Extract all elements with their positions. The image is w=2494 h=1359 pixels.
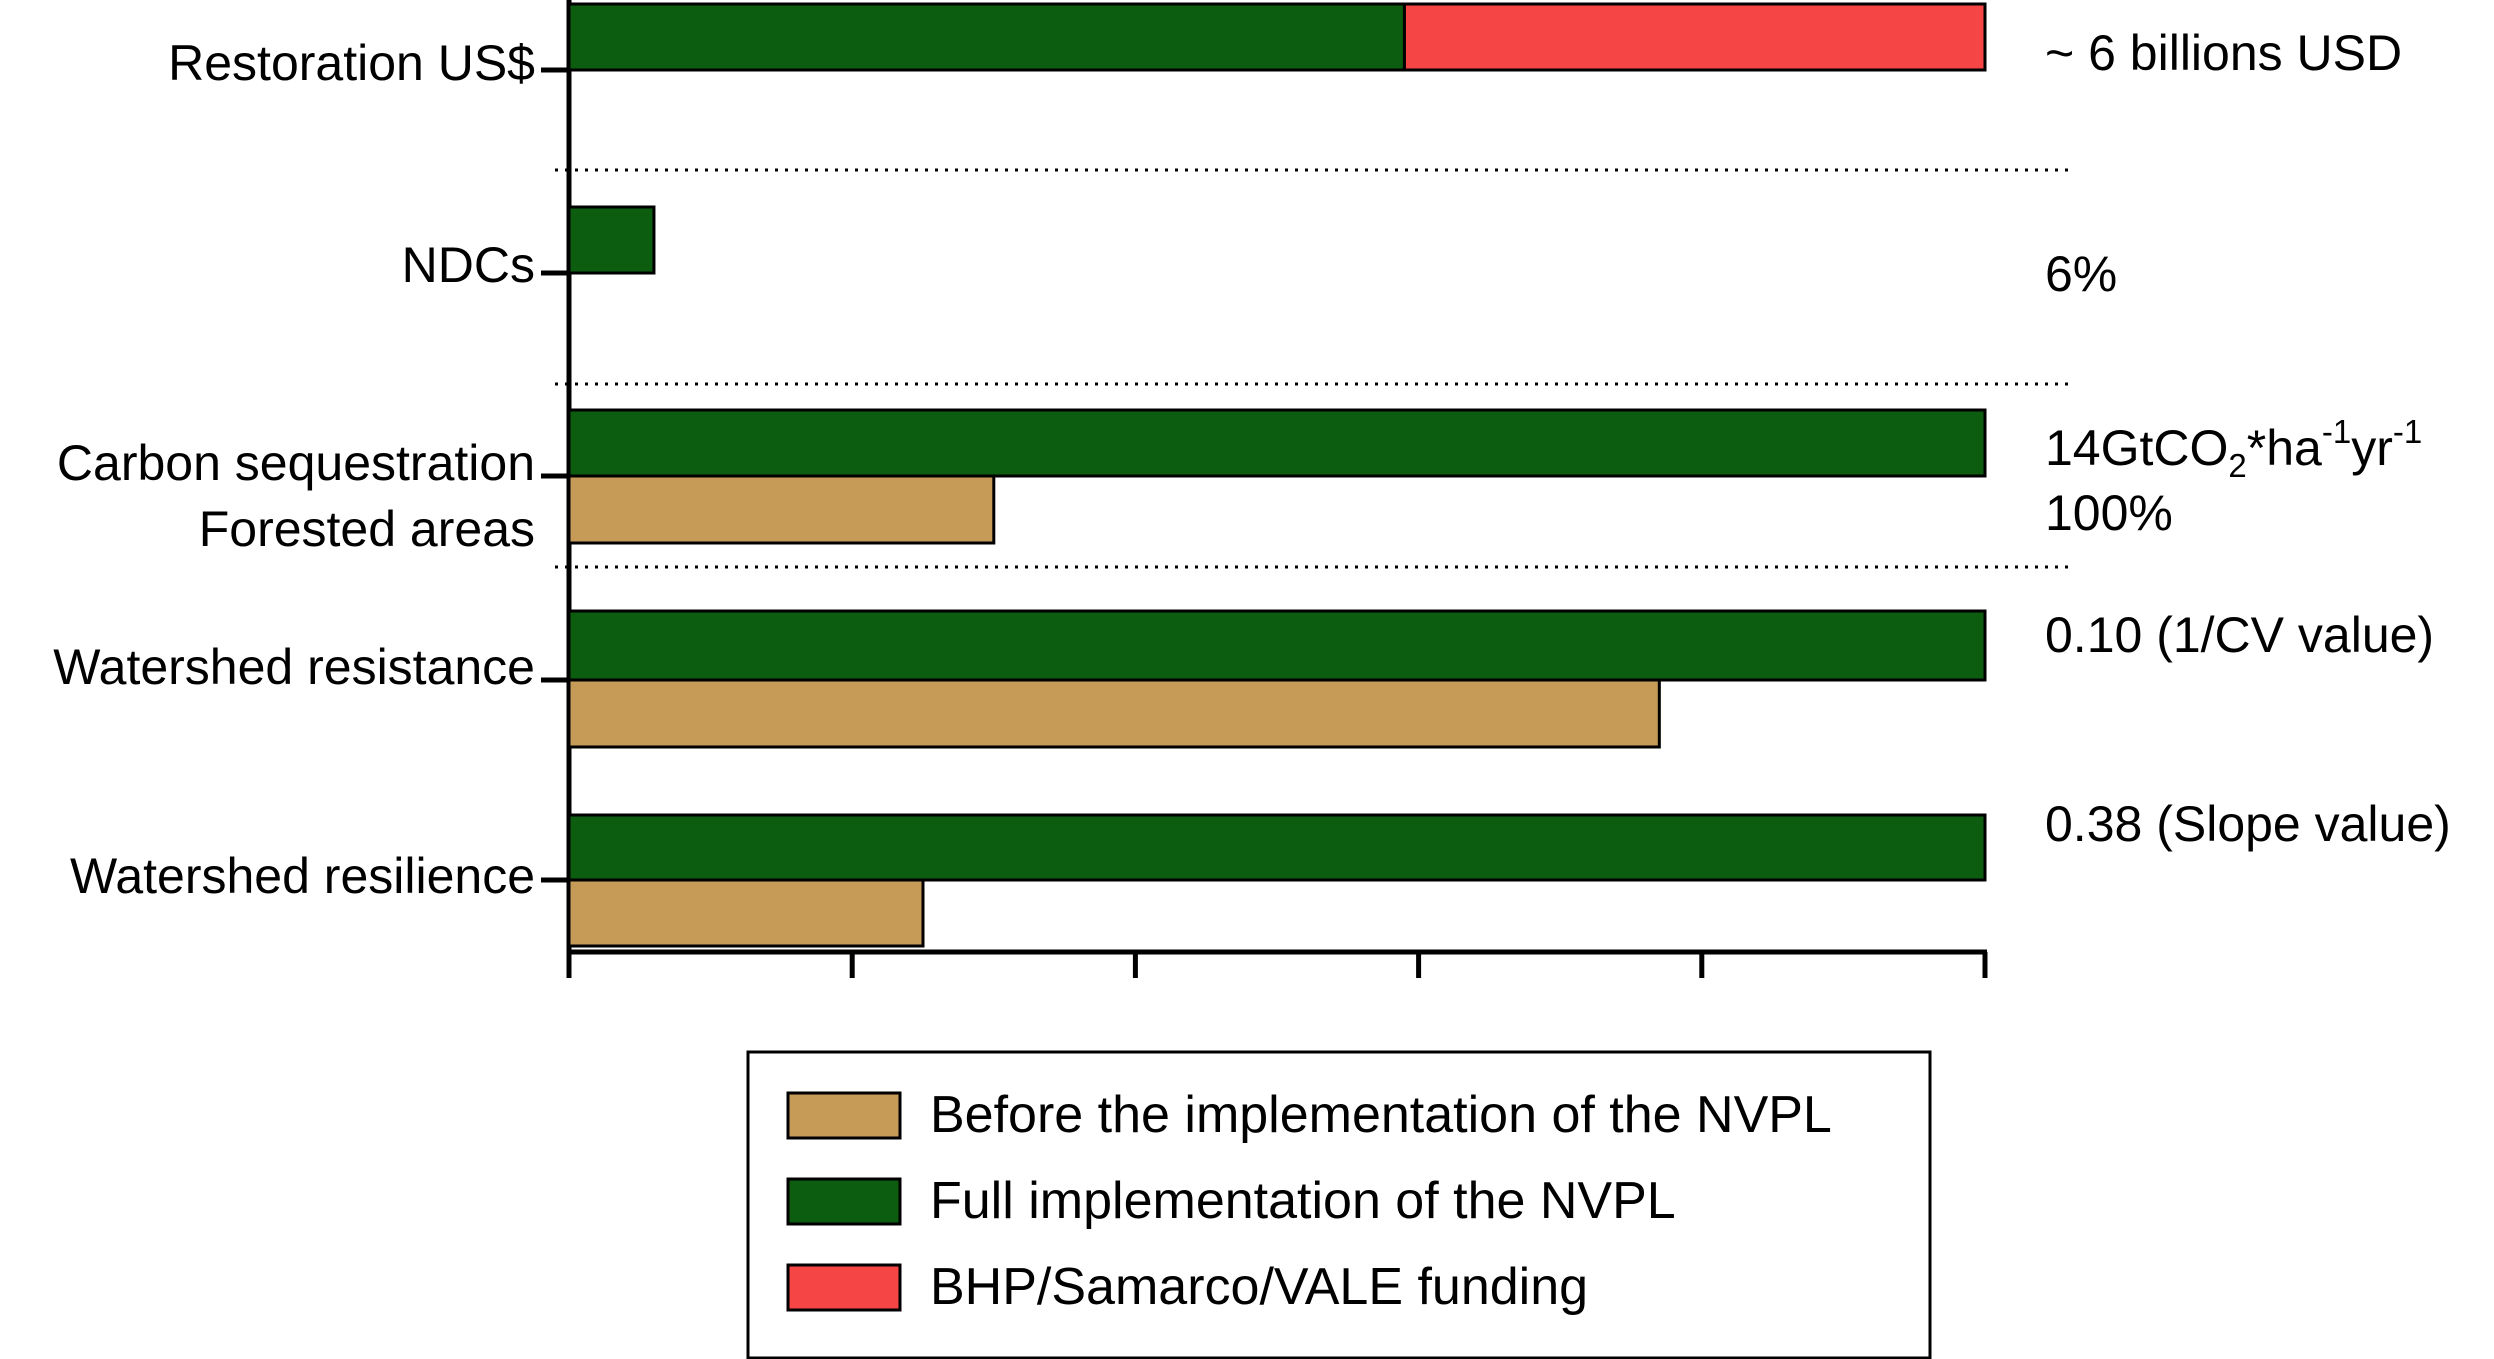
legend-label-before: Before the implementation of the NVPL <box>930 1086 1832 1144</box>
bar-full-watershed-resistance <box>567 609 1987 682</box>
legend-label-full: Full implementation of the NVPL <box>930 1172 1676 1230</box>
legend-box <box>746 1050 1932 1359</box>
bar-before-watershed-resilience <box>567 878 925 948</box>
legend-swatch-funding <box>786 1263 902 1312</box>
category-label-ndcs: NDCs <box>402 237 535 293</box>
bar-before-forested-areas <box>567 474 996 545</box>
bars-group <box>567 2 1987 948</box>
annotation-resistance: 0.10 (1/CV value) <box>2045 607 2434 663</box>
legend-swatch-full <box>786 1177 902 1226</box>
category-label-resistance: Watershed resistance <box>53 639 535 695</box>
annotation-forested: 100% <box>2045 485 2173 541</box>
bar-full-restoration-us <box>567 2 1406 72</box>
annotation-carbon: 14GtCO2*ha-1yr-1 <box>2045 413 2422 484</box>
x-ticks-group <box>566 952 1988 978</box>
bar-full-ndcs <box>567 205 656 275</box>
legend-label-funding: BHP/Samarco/VALE funding <box>930 1258 1588 1316</box>
bar-full-carbon-sequestration <box>567 408 1987 478</box>
category-label-restoration: Restoration US$ <box>168 35 535 91</box>
category-label-forested: Forested areas <box>199 501 535 557</box>
bar-funding-restoration-us <box>1402 2 1987 72</box>
bar-full-watershed-resilience <box>567 813 1987 882</box>
annotation-resilience: 0.38 (Slope value) <box>2045 796 2451 852</box>
category-label-resilience: Watershed resilience <box>70 848 535 904</box>
category-label-carbon: Carbon sequestration <box>57 435 535 491</box>
annotation-ndcs: 6% <box>2045 246 2117 302</box>
bar-before-watershed-resistance <box>567 678 1661 749</box>
legend-swatch-before <box>786 1091 902 1140</box>
annotation-restoration: ~ 6 billions USD <box>2045 25 2402 81</box>
